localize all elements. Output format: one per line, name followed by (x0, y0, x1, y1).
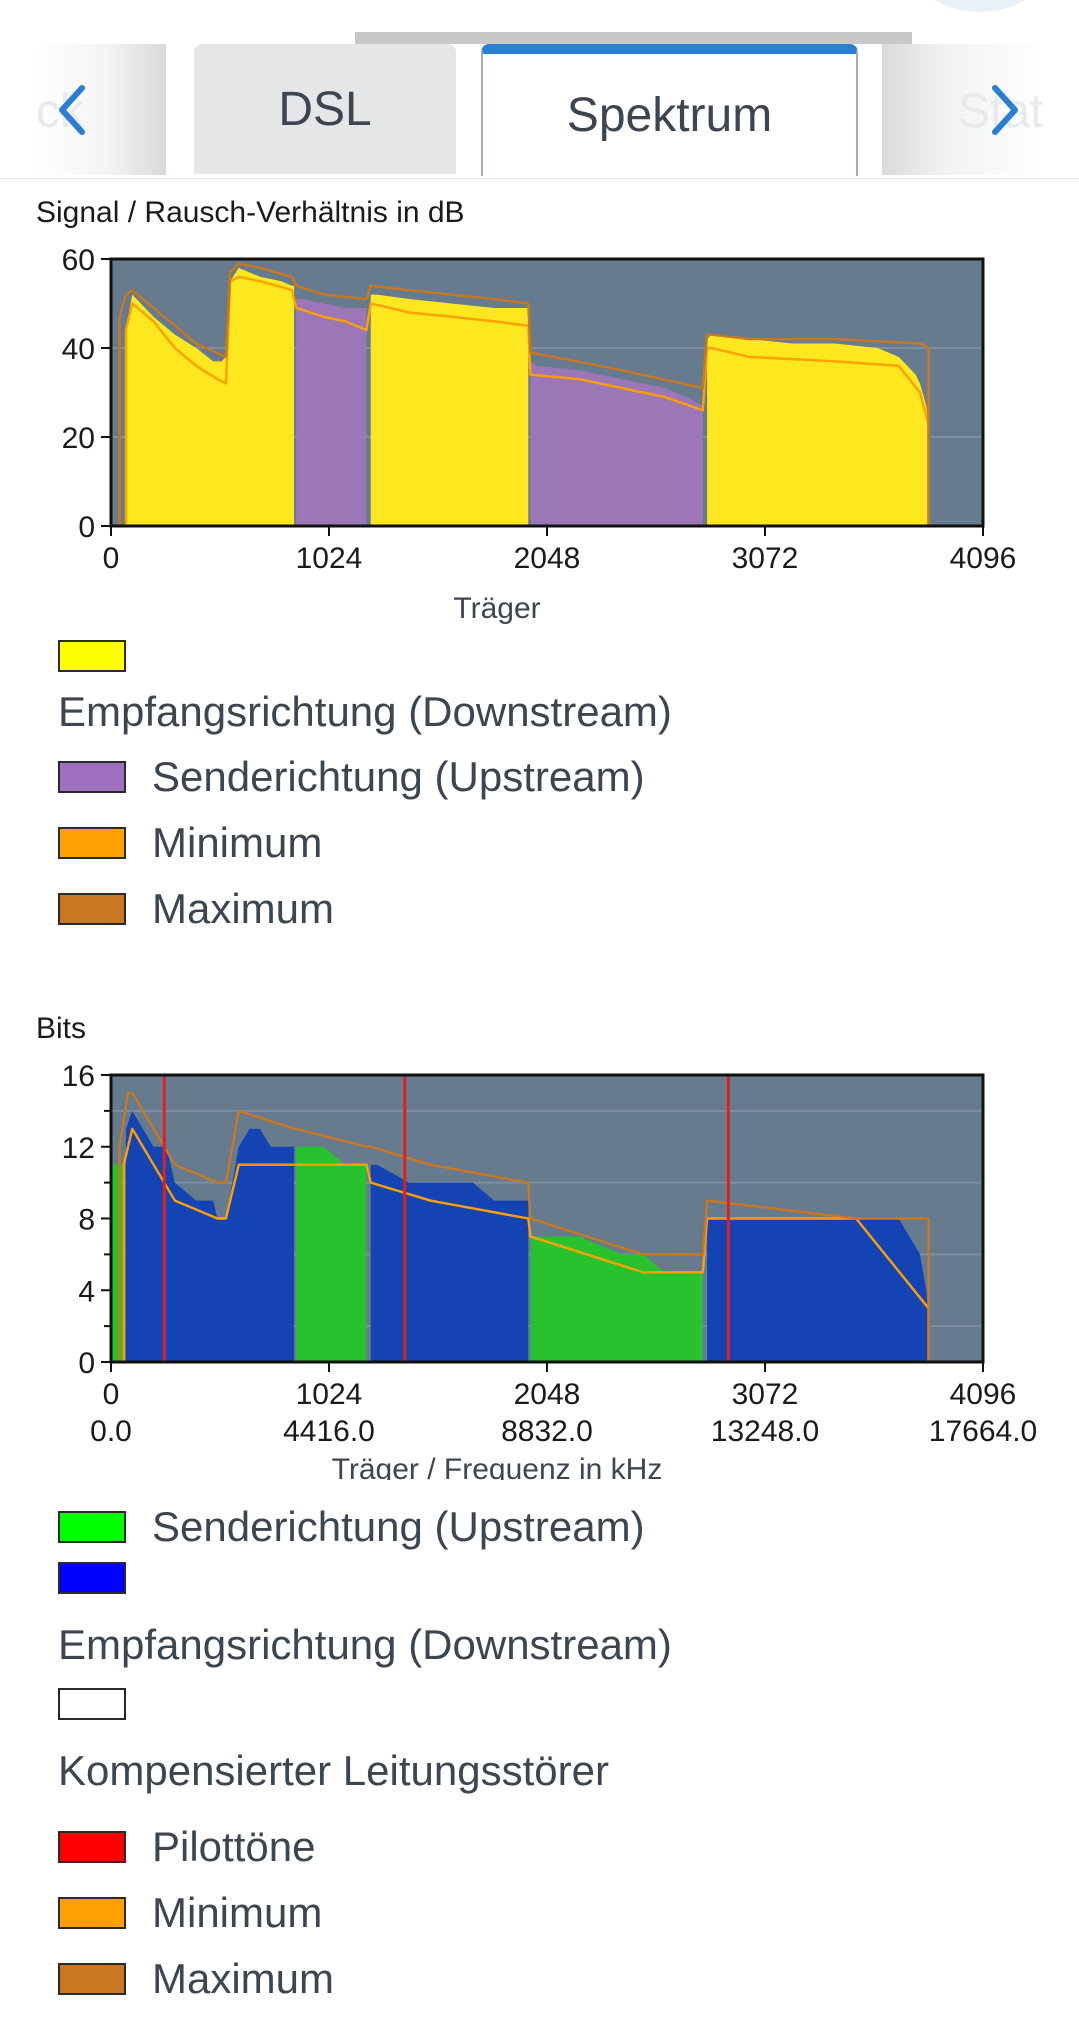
snr-ytick-label: 40 (62, 333, 95, 366)
bits-legend-compensated-label: Kompensierter Leitungsstörer (58, 1747, 609, 1794)
bits-xtick2-label: 4416.0 (283, 1415, 375, 1448)
snr-area-1 (296, 299, 367, 526)
bits-legend-maximum-label: Maximum (152, 1955, 335, 2002)
snr-legend-minimum: Minimum (58, 810, 1058, 876)
bits-line-minimum (122, 1127, 930, 1362)
bits-chart-title: Bits (36, 1012, 87, 1045)
snr-line-minimum (124, 275, 930, 526)
tab-dsl-label: DSL (278, 82, 372, 136)
snr-legend-maximum-label: Maximum (152, 885, 335, 932)
tab-prev-partial[interactable] (36, 44, 166, 175)
snr-xlabel: Träger (453, 592, 540, 625)
bits-ytick-label: 12 (62, 1132, 95, 1165)
tab-scrollbar[interactable] (355, 32, 912, 44)
bits-legend-maximum: Maximum (58, 1946, 1058, 2012)
snr-ytick-label: 0 (78, 511, 95, 544)
bits-line-maximum (118, 1091, 930, 1362)
bits-area-4 (530, 1236, 703, 1362)
bits-legend-pilot-swatch (58, 1831, 126, 1863)
tab-scroll-right-button[interactable] (975, 72, 1039, 148)
tab-scroll-left-button[interactable] (44, 72, 108, 148)
snr-legend-downstream-swatch (58, 640, 126, 672)
bits-ytick-label: 4 (78, 1275, 95, 1308)
tab-bar: ck Stat DSL Spektrum (0, 0, 1079, 179)
bits-area-0 (111, 1164, 124, 1362)
bits-legend-maximum-swatch (58, 1963, 126, 1995)
bits-xtick2-label: 8832.0 (501, 1415, 593, 1448)
bits-xtick2-label: 0.0 (90, 1415, 132, 1448)
bits-xtick-label: 4096 (950, 1378, 1017, 1411)
snr-area-0 (125, 267, 295, 526)
bits-xtick2-label: 17664.0 (929, 1415, 1037, 1448)
snr-area-4 (707, 334, 929, 526)
snr-legend-upstream-label: Senderichtung (Upstream) (152, 753, 645, 800)
bits-xtick2-label: 13248.0 (711, 1415, 819, 1448)
bits-ytick-label: 0 (78, 1347, 95, 1380)
snr-legend-downstream-label: Empfangsrichtung (Downstream) (58, 688, 672, 735)
bits-ytick-label: 16 (62, 1060, 95, 1093)
bits-legend-pilot: Pilottöne (58, 1814, 1058, 1880)
bits-xtick-label: 0 (103, 1378, 120, 1411)
snr-ytick-label: 60 (62, 244, 95, 277)
bits-chart: 0 4 8 12 16 0 0.0 1024 4416.0 2048 8832.0 3072 13248… (62, 1060, 1038, 1480)
bits-legend-minimum-swatch (58, 1897, 126, 1929)
snr-xtick-label: 1024 (296, 542, 363, 575)
snr-xtick-label: 4096 (950, 542, 1017, 575)
snr-chart-title: Signal / Rausch-Verhältnis in dB (36, 196, 465, 229)
chevron-left-icon (59, 85, 85, 135)
bits-legend-minimum-label: Minimum (152, 1889, 323, 1936)
snr-line-maximum (118, 262, 930, 526)
snr-chart: 0 20 40 60 0 1024 2048 3072 4096 Träger (62, 244, 1017, 625)
snr-area-3 (530, 361, 703, 526)
bits-xtick-label: 3072 (732, 1378, 799, 1411)
bits-area-1 (125, 1110, 295, 1362)
snr-legend-minimum-label: Minimum (152, 819, 323, 866)
bits-xtick-label: 1024 (296, 1378, 363, 1411)
bits-legend-compensated-swatch (58, 1688, 126, 1720)
chevron-right-icon (992, 85, 1018, 135)
bits-ytick-label: 8 (78, 1204, 95, 1237)
bits-legend-upstream-label: Senderichtung (Upstream) (152, 1503, 645, 1550)
bits-xtick-label: 2048 (514, 1378, 581, 1411)
bits-legend-minimum: Minimum (58, 1880, 1058, 1946)
snr-legend-upstream: Senderichtung (Upstream) (58, 744, 1058, 810)
snr-xtick-label: 3072 (732, 542, 799, 575)
bits-area-3 (370, 1164, 529, 1362)
snr-area-2 (370, 294, 529, 526)
snr-legend: Empfangsrichtung (Downstream) Sendericht… (58, 640, 1058, 942)
snr-xtick-label: 0 (103, 542, 120, 575)
bits-legend-pilot-label: Pilottöne (152, 1823, 316, 1870)
snr-legend-maximum: Maximum (58, 876, 1058, 942)
bits-area-5 (707, 1218, 929, 1362)
snr-legend-maximum-swatch (58, 893, 126, 925)
bits-legend-upstream-swatch (58, 1511, 126, 1543)
bits-legend-upstream: Senderichtung (Upstream) (58, 1494, 1058, 1560)
tab-spektrum-label: Spektrum (566, 88, 773, 142)
snr-ytick-label: 20 (62, 422, 95, 455)
bits-legend-downstream-swatch (58, 1562, 126, 1594)
bits-legend: Senderichtung (Upstream) Empfangsrichtun… (58, 1494, 1058, 2012)
snr-xtick-label: 2048 (514, 542, 581, 575)
snr-legend-minimum-swatch (58, 827, 126, 859)
tab-spektrum[interactable]: Spektrum (481, 44, 858, 176)
bits-legend-downstream-label: Empfangsrichtung (Downstream) (58, 1621, 672, 1668)
avatar[interactable] (920, 0, 1040, 12)
bits-area-2 (296, 1146, 367, 1362)
bits-xlabel: Träger / Frequenz in kHz (332, 1453, 663, 1480)
snr-legend-upstream-swatch (58, 761, 126, 793)
tab-dsl[interactable]: DSL (194, 44, 456, 174)
